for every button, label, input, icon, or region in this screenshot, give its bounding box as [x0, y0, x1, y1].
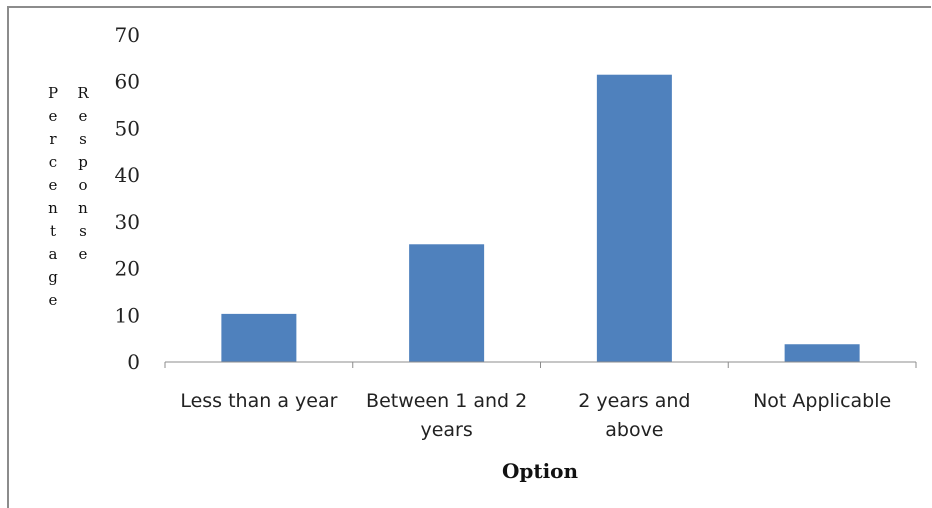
y-tick-label: 10 — [115, 303, 140, 327]
y-axis-title-letter: e — [79, 107, 88, 125]
x-category-label: Not Applicable — [753, 390, 891, 412]
bar — [596, 74, 672, 362]
y-axis-title-letter: e — [49, 176, 58, 194]
y-tick-label: 20 — [115, 257, 140, 281]
x-axis: Less than a year Between 1 and 2 years 2 ye… — [164, 361, 917, 441]
y-axis-title-letter: n — [78, 199, 88, 217]
y-axis-title-letter: e — [49, 291, 58, 309]
y-axis-title-letter: o — [78, 176, 87, 194]
x-category-label: Less than a year — [180, 390, 337, 412]
x-category-label: years — [420, 419, 472, 441]
y-tick-label: 50 — [115, 116, 140, 140]
y-axis-title-letter: n — [48, 199, 58, 217]
y-axis-title-letter: g — [48, 268, 58, 286]
x-axis-title: Option — [502, 459, 579, 483]
bars — [221, 74, 860, 362]
y-axis-title-letter: s — [79, 130, 87, 148]
y-tick-label: 40 — [115, 163, 140, 187]
y-axis-title-letter: c — [49, 153, 57, 171]
bar — [409, 244, 485, 362]
bar — [221, 313, 297, 362]
y-axis-title-letter: p — [78, 153, 88, 171]
y-axis: 0 10 20 30 40 50 60 70 — [115, 23, 140, 374]
y-axis-title-letter: R — [77, 84, 89, 102]
y-axis-title-letter: s — [79, 222, 87, 240]
y-axis-title-letter: a — [49, 245, 58, 263]
y-tick-label: 30 — [115, 210, 140, 234]
y-axis-title-letter: r — [49, 130, 57, 148]
y-axis-title-letter: P — [48, 84, 58, 102]
x-category-label: above — [605, 419, 663, 441]
y-tick-label: 70 — [115, 23, 140, 47]
y-axis-title-letter: e — [49, 107, 58, 125]
chart-frame — [7, 6, 931, 508]
x-category-label: 2 years and — [578, 390, 690, 412]
x-category-label: Between 1 and 2 — [366, 390, 527, 412]
bar — [784, 344, 860, 362]
y-axis-title-letter: t — [50, 222, 56, 240]
y-axis-title-letter: e — [79, 245, 88, 263]
y-tick-label: 60 — [115, 70, 140, 94]
y-tick-label: 0 — [127, 350, 140, 374]
